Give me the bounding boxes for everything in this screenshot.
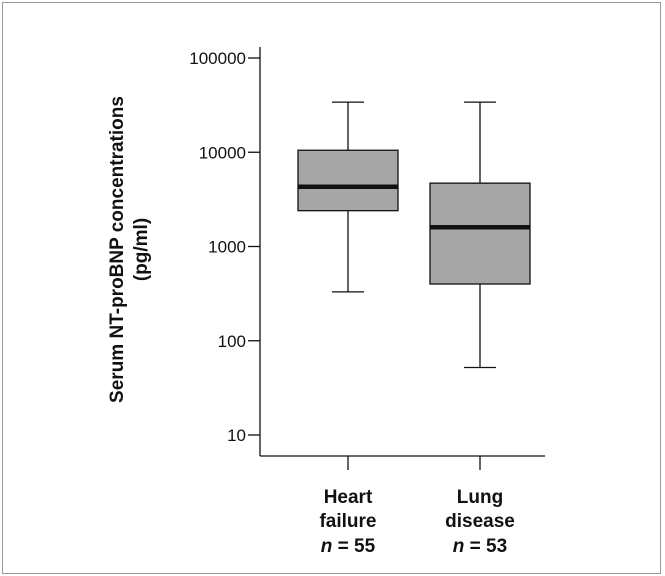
y-tick-label: 100000 (189, 49, 246, 68)
iqr-box (429, 182, 531, 285)
y-axis-title-line: (pg/ml) (131, 218, 152, 281)
category-label-line: failure (319, 511, 376, 532)
axes (259, 47, 545, 457)
sample-size-label: n = 55 (321, 536, 376, 557)
y-axis-title-line: Serum NT-proBNP concentrations (107, 96, 128, 403)
category-label-line: Lung (457, 487, 503, 508)
y-axis-label: Serum NT-proBNP concentrations (pg/ml) (107, 96, 152, 403)
box-group (297, 101, 399, 470)
boxes (297, 101, 531, 470)
iqr-box (297, 149, 399, 212)
y-tick-label: 10 (227, 426, 246, 445)
sample-size-symbol: n (321, 536, 333, 557)
sample-size-label: n = 53 (453, 536, 507, 557)
sample-size-value: = 55 (332, 536, 375, 557)
y-ticks: 10 100 1000 10000 100000 (189, 49, 260, 445)
box-group (429, 101, 531, 470)
y-tick-label: 10000 (199, 143, 246, 162)
category-label-line: disease (445, 511, 515, 532)
x-category-labels: Heart failure n = 55 Lung disease n = 53 (319, 487, 514, 557)
sample-size-value: = 53 (464, 536, 507, 557)
y-tick-label: 1000 (208, 238, 246, 257)
y-tick-label: 100 (218, 332, 246, 351)
sample-size-symbol: n (453, 536, 465, 557)
category-label-line: Heart (324, 487, 373, 508)
